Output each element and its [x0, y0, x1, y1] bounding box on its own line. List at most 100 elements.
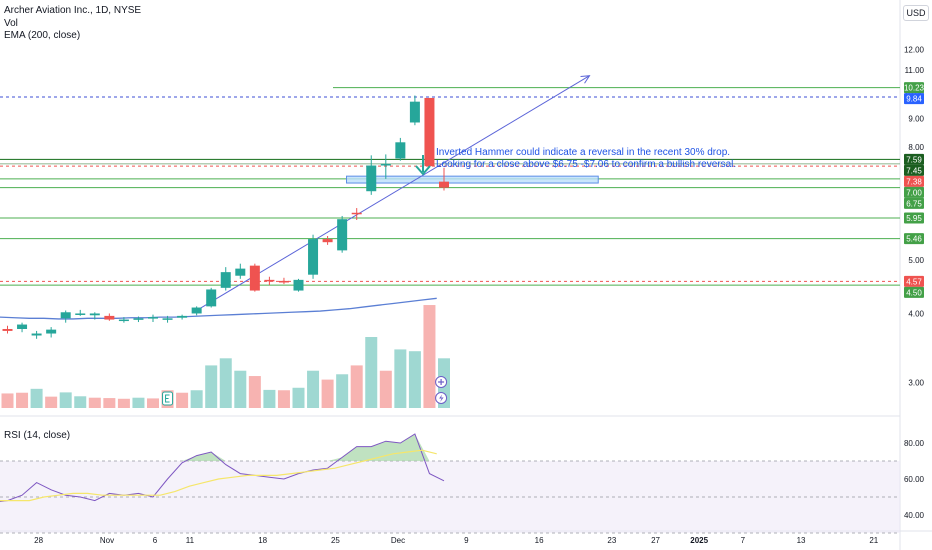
volume-bar [205, 365, 218, 408]
candle-body [220, 272, 231, 288]
rsi-tick-label: 60.00 [904, 475, 925, 484]
volume-bar [408, 351, 421, 408]
volume-bar [394, 349, 407, 408]
volume-bar [263, 389, 276, 408]
volume-bar [423, 305, 436, 408]
price-label-box [904, 93, 924, 105]
price-label-box [904, 175, 924, 187]
volume-bar [88, 397, 101, 408]
time-tick-label: 2025 [690, 536, 708, 545]
candle-body [75, 313, 86, 315]
candle-body [177, 315, 188, 318]
currency-button[interactable]: USD [903, 5, 929, 21]
candle-body [118, 319, 129, 322]
volume-bar [234, 370, 247, 408]
volume-bar [117, 398, 130, 408]
support-zone[interactable] [346, 175, 599, 184]
volume-bar [336, 374, 349, 408]
candle-body [162, 318, 173, 320]
candle-body [235, 268, 246, 276]
candle-body [60, 312, 71, 319]
annotation-line-1: Inverted Hammer could indicate a reversa… [436, 147, 731, 158]
trendline-line[interactable] [196, 75, 590, 311]
volume-bar [190, 390, 203, 408]
rsi-line [0, 433, 445, 503]
trendline[interactable] [196, 75, 591, 311]
price-label-text: 9.84 [906, 95, 922, 104]
price-tick-label: 5.00 [908, 256, 924, 265]
candle-body [337, 219, 348, 251]
rsi-overbought-fill [0, 434, 444, 461]
volume-bar [30, 388, 43, 408]
time-tick-label: 28 [34, 536, 43, 545]
price-label-box [904, 197, 924, 209]
rsi-tick-label: 40.00 [904, 511, 925, 520]
candle-body [2, 328, 13, 331]
candle-body [380, 163, 391, 166]
volume-bar [365, 337, 378, 408]
price-label-text: 5.46 [906, 235, 922, 244]
candle-body [293, 279, 304, 291]
price-label-text: 5.95 [906, 214, 922, 223]
price-label-text: 7.59 [906, 155, 922, 164]
price-label-box [904, 233, 924, 245]
time-tick-label: Nov [100, 536, 114, 545]
candle-body [104, 315, 115, 320]
support-zone-box[interactable] [346, 175, 599, 184]
volume-bar [248, 376, 261, 408]
price-label-box [904, 164, 924, 176]
price-tick-label: 3.00 [908, 379, 924, 388]
time-tick-label: 9 [464, 536, 469, 545]
volume-bar [350, 365, 363, 408]
price-label-text: 7.00 [906, 188, 922, 197]
price-label-text: 7.45 [906, 166, 922, 175]
event-marks[interactable] [162, 155, 448, 406]
volume-legend: Vol [4, 18, 18, 29]
candle-body [395, 142, 406, 159]
candle-body [17, 324, 28, 329]
time-tick-label: 7 [741, 536, 746, 545]
candle-body [439, 181, 449, 188]
volume-bar [307, 370, 320, 408]
annotation-text[interactable]: Inverted Hammer could indicate a reversa… [436, 147, 736, 171]
symbol-title: Archer Aviation Inc., 1D, NYSE [4, 5, 142, 16]
volume-bar [45, 396, 58, 408]
earnings-e-glyph [165, 394, 170, 403]
price-label-text: 10.23 [904, 84, 925, 93]
volume-bar [1, 393, 14, 408]
price-tick-label: 9.00 [908, 114, 924, 123]
time-tick-label: 6 [153, 536, 158, 545]
price-label-box [904, 82, 924, 94]
arrow-down-head [415, 165, 431, 176]
candle-body [322, 239, 333, 243]
candle-body [89, 313, 100, 316]
ema-legend: EMA (200, close) [4, 30, 81, 41]
price-tick-label: 12.00 [904, 45, 925, 54]
annotation-line-2: Looking for a close above $6.75 -$7.06 t… [436, 159, 737, 170]
rsi-pane: 80.00 60.00 40.00 [0, 433, 925, 534]
price-label-text: 7.38 [906, 177, 922, 186]
volume-bar [292, 387, 305, 408]
volume-bar [321, 379, 334, 408]
volume-bar [176, 392, 189, 408]
candle-body [424, 97, 435, 167]
candle-body [148, 317, 158, 319]
candle-body [308, 239, 319, 275]
candles [2, 95, 449, 339]
volume-bar [132, 397, 145, 408]
time-tick-label: 18 [258, 536, 267, 545]
time-tick-label: 16 [535, 536, 544, 545]
price-label-box [904, 275, 924, 287]
volume-bar [219, 358, 232, 408]
price-label-box [904, 286, 924, 298]
rsi-ma-line [0, 449, 437, 502]
volume-bar [59, 392, 72, 408]
horizontal-levels[interactable] [0, 87, 900, 286]
price-tick-label: 4.00 [908, 309, 924, 318]
candle-body [351, 212, 362, 215]
candle-body [264, 279, 275, 282]
candle-body [206, 289, 217, 307]
price-label-box [904, 212, 924, 224]
